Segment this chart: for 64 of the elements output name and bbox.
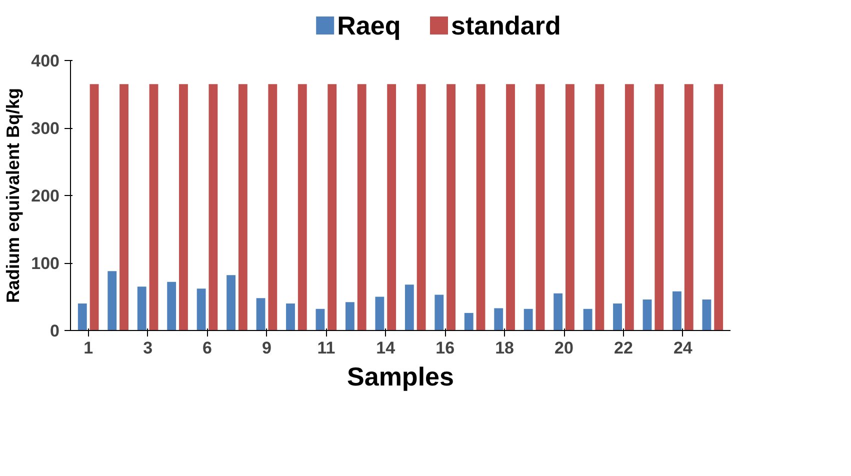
bar [446, 84, 456, 330]
bar [476, 84, 486, 330]
bar [137, 286, 146, 330]
bar [566, 84, 574, 330]
x-tick-label: 20 [554, 338, 574, 358]
x-tick-label: 6 [202, 338, 212, 358]
bar [416, 84, 426, 330]
bar [226, 275, 236, 330]
bar [120, 84, 128, 330]
bar [595, 84, 604, 330]
bar [524, 308, 533, 330]
bar [506, 84, 515, 330]
bar [642, 299, 652, 330]
bar [90, 84, 99, 330]
bar [196, 288, 206, 330]
x-tick-label: 18 [495, 338, 514, 358]
bar [554, 293, 563, 330]
x-tick-label: 11 [317, 338, 336, 358]
y-tick-label: 300 [31, 119, 60, 138]
x-tick-label: 22 [614, 338, 633, 358]
bar [714, 84, 724, 330]
bar [208, 84, 218, 330]
bar [536, 84, 545, 330]
y-axis-title: Radium equivalent Bq/kg [3, 88, 24, 304]
bar [387, 84, 396, 330]
bar [434, 294, 444, 330]
bar [78, 304, 87, 330]
bar [167, 282, 176, 330]
bar [179, 84, 188, 330]
bar [268, 84, 278, 330]
x-tick-label: 24 [673, 338, 693, 358]
bar [583, 308, 592, 330]
y-tick-label: 0 [50, 322, 60, 340]
y-tick-label: 200 [31, 186, 60, 206]
y-tick-label: 100 [31, 254, 60, 273]
bar [494, 308, 504, 330]
bar [238, 84, 248, 330]
bar [328, 84, 337, 330]
bar [464, 312, 474, 330]
x-tick-label: 14 [376, 338, 396, 358]
x-tick-label: 16 [436, 338, 455, 358]
bar [316, 308, 325, 330]
bar [298, 84, 307, 330]
legend-label: Raeq [337, 10, 401, 40]
bar [624, 84, 634, 330]
bar [256, 298, 266, 330]
legend-label: standard [451, 10, 561, 40]
x-axis-title: Samples [347, 362, 454, 392]
bar [108, 271, 117, 330]
bar [149, 84, 158, 330]
x-tick-label: 9 [262, 338, 272, 358]
bar [702, 299, 712, 330]
bar [286, 304, 295, 330]
bar [654, 84, 664, 330]
x-tick-label: 3 [143, 338, 153, 358]
bar [672, 291, 682, 330]
y-tick-label: 400 [31, 52, 60, 70]
bar [346, 302, 354, 330]
bar [613, 304, 622, 330]
x-tick-label: 1 [84, 338, 94, 358]
bar [375, 296, 384, 330]
bar [684, 84, 694, 330]
bar [404, 284, 414, 330]
bar [357, 84, 366, 330]
